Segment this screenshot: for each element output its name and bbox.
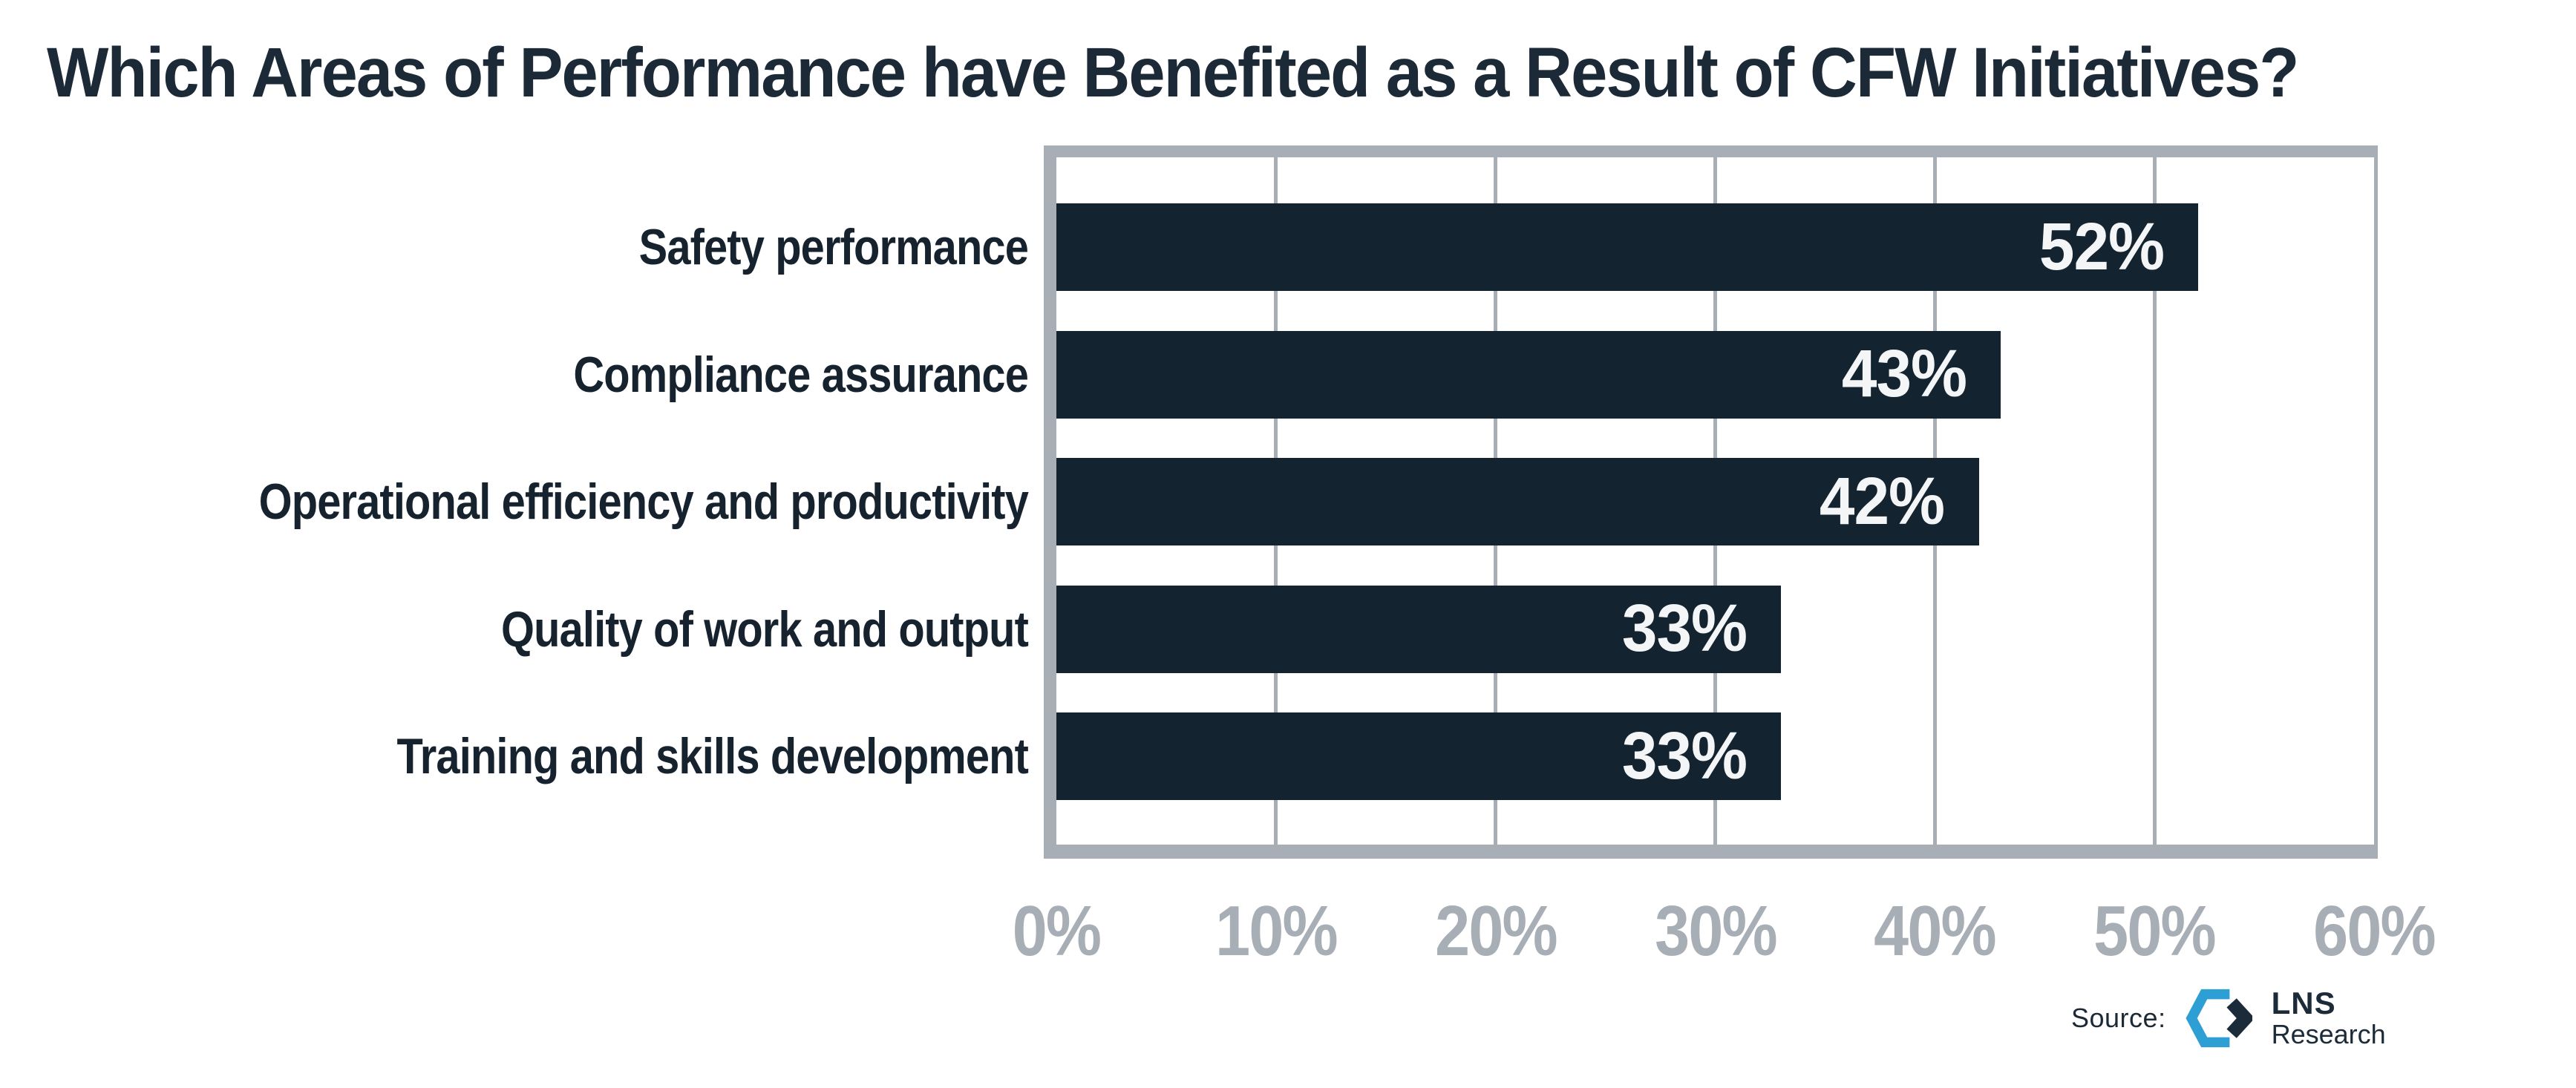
category-label-2: Compliance assurance	[573, 346, 1029, 403]
bar-3: 42%	[1056, 458, 1979, 545]
category-axis: Safety performance Compliance assurance Op…	[0, 157, 1029, 845]
x-axis-label-60pct: 60%	[2313, 891, 2436, 971]
bar-5: 33%	[1056, 712, 1782, 800]
bar-value-label-1: 52%	[2039, 209, 2165, 284]
chart-title: Which Areas of Performance have Benefite…	[47, 33, 2299, 112]
brand-text: LNS Research	[2272, 987, 2386, 1049]
bar-1: 52%	[1056, 203, 2199, 291]
bar-value-label-5: 33%	[1621, 718, 1748, 793]
bar-2: 43%	[1056, 330, 2001, 419]
category-label-1: Safety performance	[638, 219, 1029, 275]
source-attribution: Source: LNS Research	[2071, 987, 2386, 1049]
brand-subname: Research	[2271, 1019, 2386, 1050]
category-label-5: Training and skills development	[396, 728, 1028, 784]
plot-area: 52% 43% 42% 33% 33%	[1056, 157, 2374, 845]
category-label-3: Operational efficiency and productivity	[258, 473, 1029, 530]
bar-4: 33%	[1056, 585, 1782, 673]
x-axis-label-30pct: 30%	[1654, 891, 1778, 971]
lns-hexagon-chevron-icon	[2186, 989, 2252, 1048]
source-label: Source:	[2071, 1003, 2166, 1033]
x-axis-label-50pct: 50%	[2093, 891, 2217, 971]
gridline-50pct	[2152, 157, 2157, 845]
bar-value-label-2: 43%	[1841, 337, 1967, 411]
chart-frame: 52% 43% 42% 33% 33%	[1044, 145, 2378, 859]
category-label-4: Quality of work and output	[500, 600, 1029, 658]
brand-name: LNS	[2271, 986, 2336, 1021]
x-axis: 0% 10% 20% 30% 40% 50% 60%	[1013, 891, 2436, 987]
x-axis-label-0pct: 0%	[1012, 891, 1102, 971]
x-axis-label-10pct: 10%	[1215, 891, 1338, 971]
bar-value-label-4: 33%	[1621, 591, 1748, 666]
bar-value-label-3: 42%	[1820, 464, 1945, 539]
x-axis-label-20pct: 20%	[1434, 891, 1558, 971]
x-axis-label-40pct: 40%	[1874, 891, 1997, 971]
